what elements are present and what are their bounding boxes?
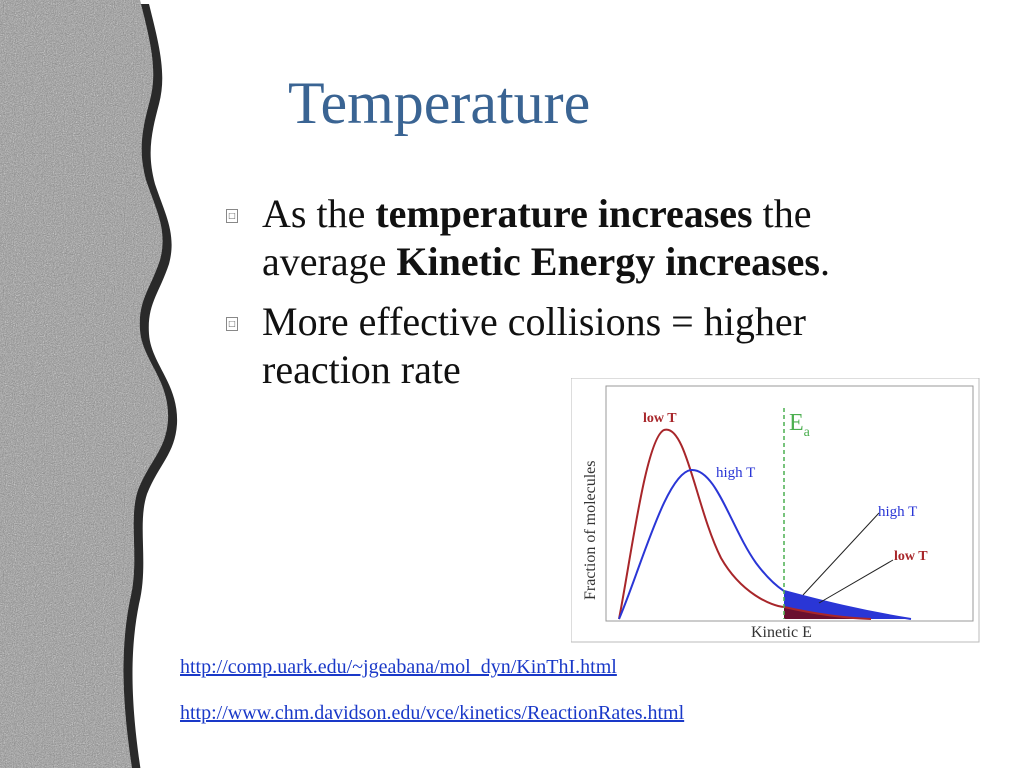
- high-t-curve-label: high T: [716, 465, 755, 481]
- bullet-1-post: .: [819, 239, 830, 284]
- reference-link-2[interactable]: http://www.chm.davidson.edu/vce/kinetics…: [180, 702, 685, 724]
- high-t-pointer: [802, 512, 880, 596]
- stone-texture-border: [0, 0, 178, 768]
- plot-area: [605, 385, 974, 622]
- bullet-item-1: □ As the temperature increases the avera…: [220, 190, 920, 286]
- bullet-1-bold-kinetic: Kinetic Energy increases: [396, 239, 820, 284]
- low-t-tail-label: low T: [894, 549, 928, 564]
- x-axis-label: Kinetic E: [751, 624, 812, 641]
- bullet-glyph: □: [226, 317, 238, 331]
- bullet-1-bold-temperature: temperature increases: [375, 191, 753, 236]
- bullet-list: □ As the temperature increases the avera…: [220, 190, 920, 406]
- slide-title: Temperature: [288, 70, 591, 136]
- bullet-1-mid: the average: [262, 191, 812, 284]
- ea-label: Ea: [789, 410, 811, 440]
- high-t-tail-area: [784, 591, 909, 619]
- low-t-tail-area: [784, 607, 861, 619]
- bullet-glyph: □: [226, 209, 238, 223]
- bullet-1-pre: As the: [262, 191, 376, 236]
- low-t-pointer: [818, 559, 894, 604]
- ea-label-sub: a: [804, 425, 811, 440]
- ea-label-main: E: [789, 410, 804, 436]
- bullet-item-2: □ More effective collisions = higher rea…: [220, 298, 920, 394]
- low-t-curve: [618, 428, 872, 620]
- bullet-text-2: More effective collisions = higher react…: [262, 299, 806, 392]
- high-t-tail-label: high T: [878, 504, 917, 520]
- low-t-curve-label: low T: [643, 411, 677, 426]
- bullet-text-1: As the temperature increases the average…: [262, 190, 920, 286]
- y-axis-label: Fraction of molecules: [582, 460, 599, 600]
- reference-link-1[interactable]: http://comp.uark.edu/~jgeabana/mol_dyn/K…: [180, 656, 617, 678]
- maxwell-boltzmann-diagram: Ea low T high T high T low T Fraction of…: [571, 378, 980, 643]
